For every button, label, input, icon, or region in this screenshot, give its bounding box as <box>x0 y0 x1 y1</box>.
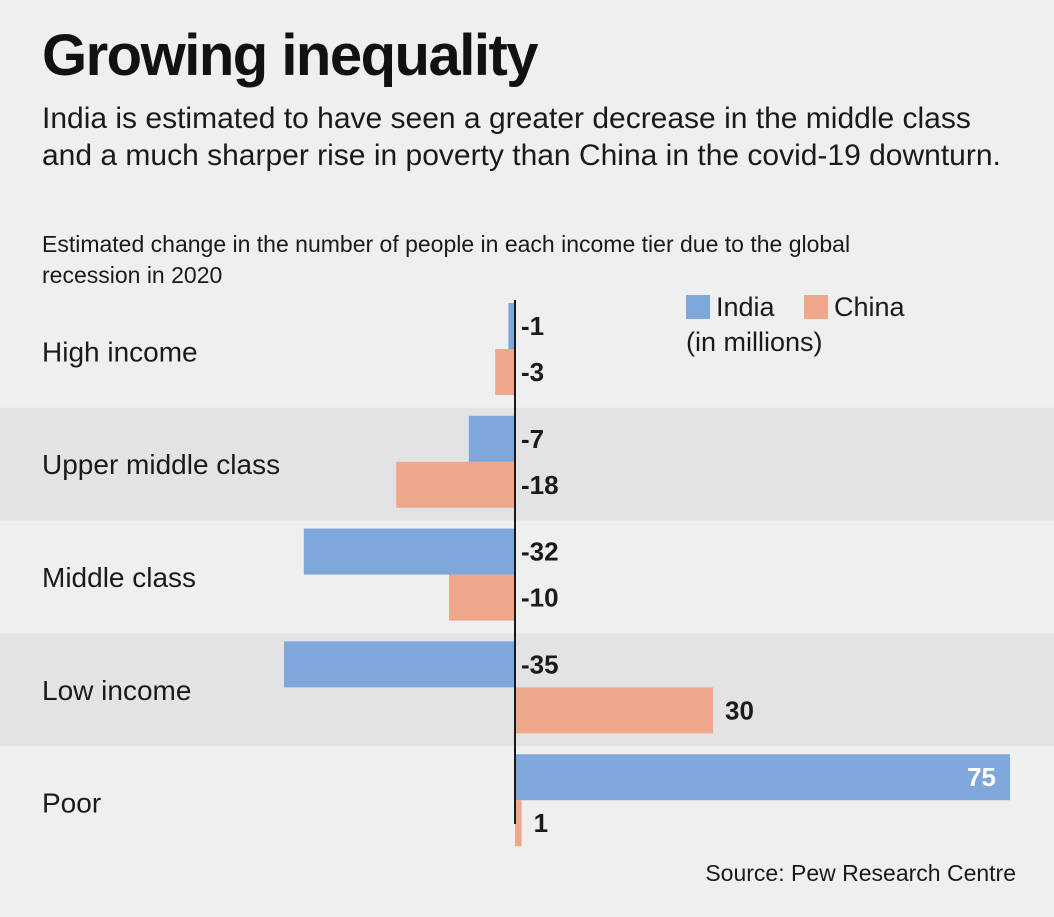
bar-china-high-income <box>495 349 515 395</box>
value-label-china-high-income: -3 <box>521 357 544 387</box>
bar-china-upper-middle-class <box>396 461 515 508</box>
bar-china-middle-class <box>449 574 515 621</box>
category-label-poor: Poor <box>42 788 101 819</box>
value-label-india-middle-class: -32 <box>521 537 559 567</box>
chart-subtitle: India is estimated to have seen a greate… <box>42 102 1001 172</box>
value-label-china-upper-middle-class: -18 <box>521 470 559 500</box>
band-1 <box>0 407 1054 521</box>
chart-caption: Estimated change in the number of people… <box>42 231 851 288</box>
category-label-low-income: Low income <box>42 675 191 706</box>
category-label-middle-class: Middle class <box>42 562 196 593</box>
value-label-india-low-income: -35 <box>521 649 559 679</box>
legend-label-india: India <box>716 292 776 322</box>
bar-india-middle-class <box>303 528 515 575</box>
bar-china-low-income <box>515 687 713 734</box>
value-label-india-upper-middle-class: -7 <box>521 424 544 454</box>
legend-swatch-china <box>804 295 828 319</box>
value-label-china-poor: 1 <box>534 808 548 838</box>
category-label-upper-middle-class: Upper middle class <box>42 449 280 480</box>
value-label-china-low-income: 30 <box>725 695 754 725</box>
bar-india-high-income <box>508 303 515 349</box>
bar-china-poor <box>515 800 522 847</box>
value-label-india-high-income: -1 <box>521 311 544 341</box>
source-note: Source: Pew Research Centre <box>705 860 1016 886</box>
chart-title: Growing inequality <box>42 23 539 88</box>
legend-swatch-india <box>686 295 710 319</box>
value-label-china-middle-class: -10 <box>521 583 559 613</box>
category-label-high-income: High income <box>42 336 198 367</box>
value-label-india-poor: 75 <box>967 762 996 792</box>
bar-india-upper-middle-class <box>468 415 515 462</box>
bar-india-low-income <box>284 641 515 688</box>
legend-unit: (in millions) <box>686 327 823 357</box>
legend-label-china: China <box>834 292 906 322</box>
bar-india-poor <box>515 754 1010 801</box>
